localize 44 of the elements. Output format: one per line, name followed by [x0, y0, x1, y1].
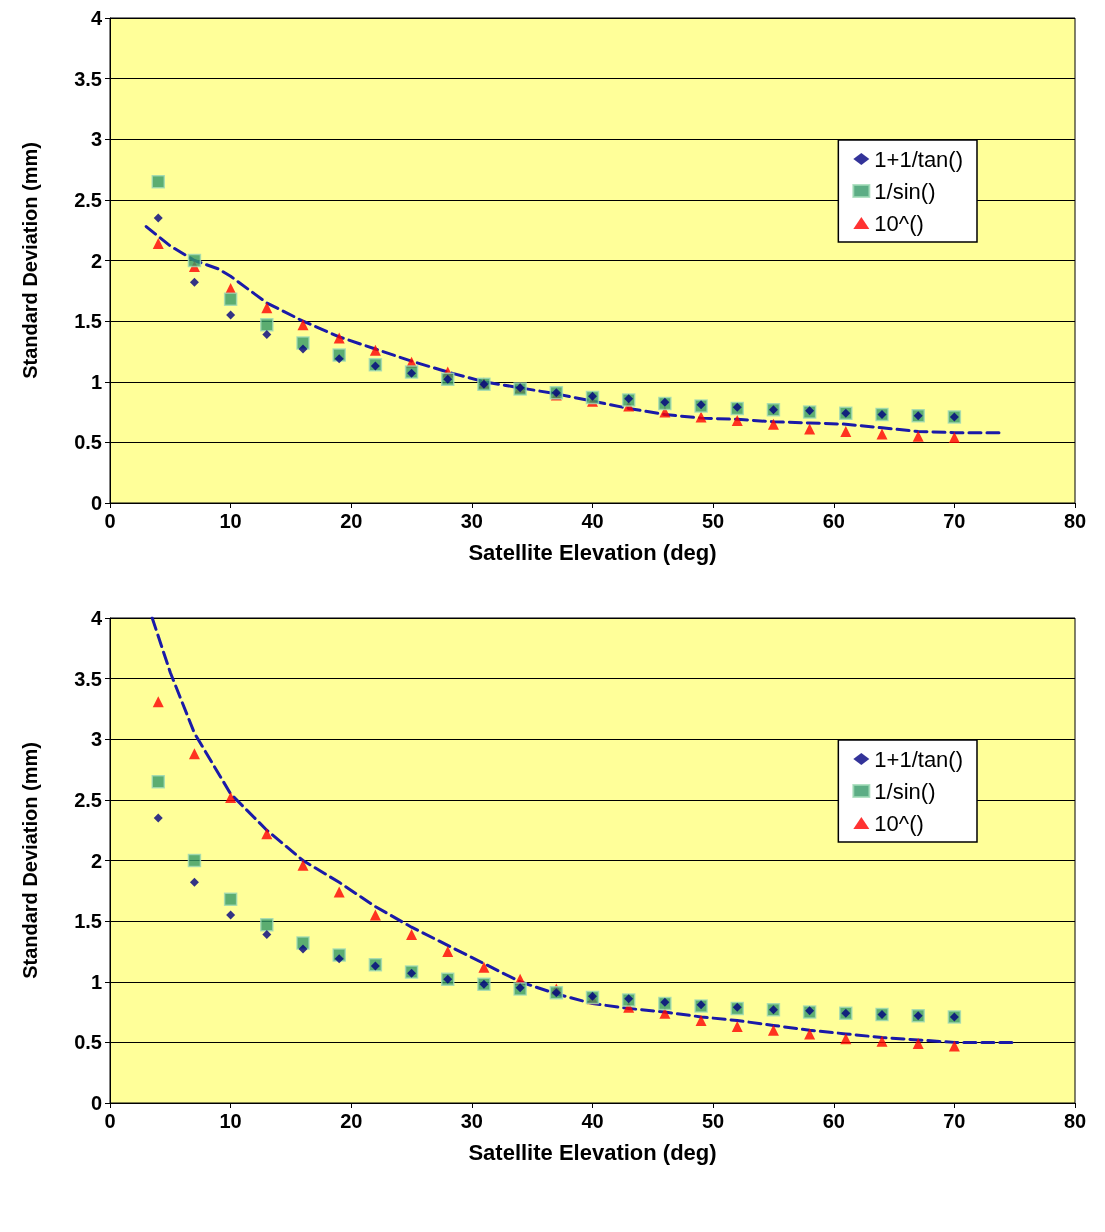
y-tick-label: 1 — [90, 370, 102, 393]
x-tick-label: 20 — [340, 1110, 363, 1132]
y-tick-label: 2 — [90, 849, 102, 872]
x-tick-label: 20 — [340, 510, 363, 532]
y-tick-label: 1.5 — [74, 910, 102, 933]
x-tick-label: 40 — [581, 510, 604, 532]
x-tick-label: 30 — [460, 510, 483, 532]
y-tick-label: 4 — [90, 607, 103, 629]
y-axis-title: Standard Deviation (mm) — [19, 742, 41, 979]
y-axis-title: Standard Deviation (mm) — [19, 142, 41, 379]
y-tick-label: 2 — [90, 249, 102, 272]
legend-label: 10^() — [874, 810, 924, 836]
legend-label: 1+1/tan() — [874, 746, 964, 772]
y-tick-label: 0.5 — [74, 1031, 102, 1054]
y-tick-label: 0 — [90, 492, 102, 514]
y-tick-label: 3 — [90, 128, 102, 151]
x-tick-label: 60 — [822, 510, 845, 532]
x-tick-label: 80 — [1063, 1110, 1087, 1132]
legend-label: 1/sin() — [874, 178, 936, 204]
x-tick-label: 30 — [460, 1110, 483, 1132]
x-axis-title: Satellite Elevation (deg) — [468, 539, 717, 565]
x-tick-label: 70 — [943, 1110, 966, 1132]
y-tick-label: 2.5 — [74, 788, 102, 811]
y-tick-label: 2.5 — [74, 188, 102, 211]
x-tick-label: 40 — [581, 1110, 604, 1132]
legend-label: 1+1/tan() — [874, 146, 964, 172]
x-tick-label: 70 — [943, 510, 966, 532]
y-tick-label: 0.5 — [74, 431, 102, 454]
x-tick-label: 10 — [219, 1110, 242, 1132]
y-tick-label: 1.5 — [74, 310, 102, 333]
legend-label: 1/sin() — [874, 778, 936, 804]
y-tick-label: 1 — [90, 970, 102, 993]
legend-label: 10^() — [874, 210, 924, 236]
x-tick-label: 50 — [702, 510, 725, 532]
y-tick-label: 0 — [90, 1092, 102, 1114]
y-tick-label: 3.5 — [74, 667, 102, 690]
y-tick-label: 3 — [90, 728, 102, 751]
x-tick-label: 80 — [1063, 510, 1087, 532]
x-tick-label: 50 — [702, 1110, 725, 1132]
x-axis-title: Satellite Elevation (deg) — [468, 1139, 717, 1165]
y-tick-label: 3.5 — [74, 67, 102, 90]
x-tick-label: 10 — [219, 510, 242, 532]
x-tick-label: 60 — [822, 1110, 845, 1132]
y-tick-label: 4 — [90, 7, 103, 29]
